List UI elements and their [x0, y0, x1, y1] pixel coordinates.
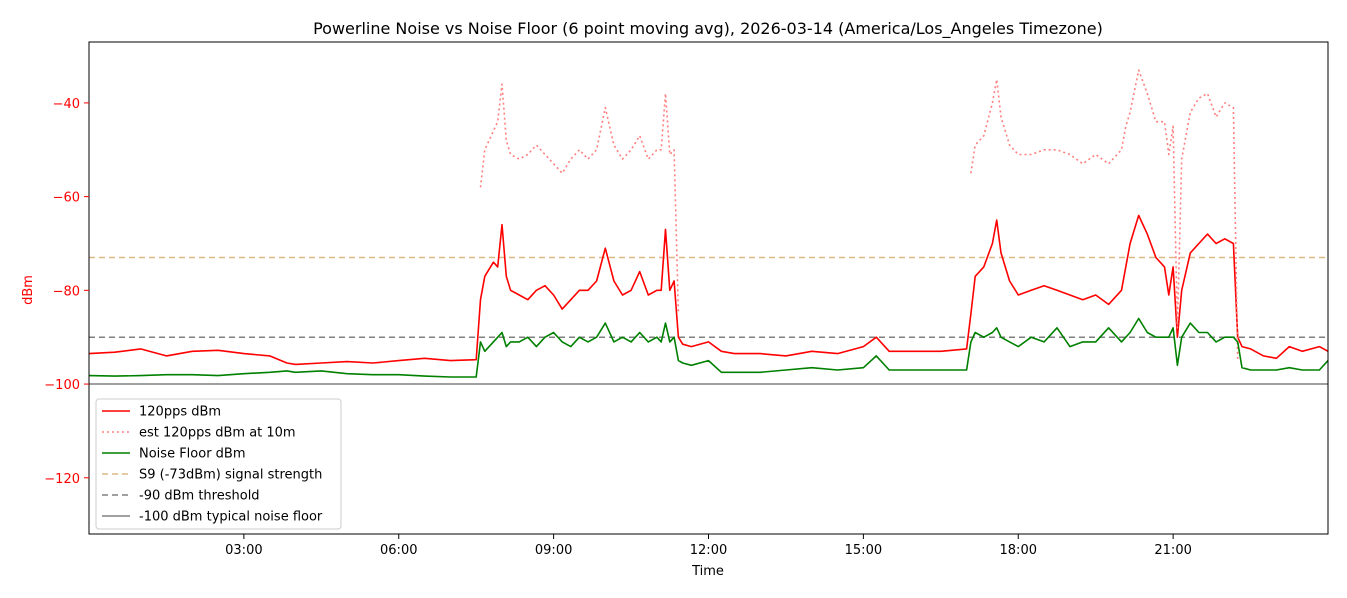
y-tick-label: −80: [53, 284, 80, 299]
plot-area: [89, 69, 1328, 385]
x-axis: 03:00 06:00 09:00 12:00 15:00 18:00 21:00: [225, 534, 1192, 558]
x-tick-label: 03:00: [225, 543, 262, 558]
x-tick-label: 21:00: [1154, 543, 1191, 558]
legend-label-90-dbm-threshold: -90 dBm threshold: [139, 489, 260, 504]
legend: 120pps dBm est 120pps dBm at 10m Noise Flo…: [95, 398, 342, 530]
y-tick-label: −100: [44, 378, 80, 393]
series-line-est-120pps-dbm-at-10m: [479, 69, 1239, 361]
legend-label-120pps-dbm: 120pps dBm: [139, 405, 221, 420]
y-axis: −120 −100 −80 −60 −40: [44, 97, 89, 487]
x-tick-label: 12:00: [690, 543, 727, 558]
legend-label-s9-73dbm-signal-strength: S9 (-73dBm) signal strength: [139, 468, 322, 483]
y-tick-label: −40: [53, 97, 80, 112]
x-tick-label: 09:00: [535, 543, 572, 558]
series-line-120pps-dbm: [89, 214, 1328, 366]
x-axis-label: Time: [691, 564, 724, 579]
legend-label-100-dbm-typical-noise-floor: -100 dBm typical noise floor: [139, 510, 323, 525]
x-tick-label: 18:00: [1000, 543, 1037, 558]
legend-box: [95, 398, 342, 530]
y-tick-label: −60: [53, 191, 80, 206]
y-tick-label: −120: [44, 472, 80, 487]
legend-label-noise-floor-dbm: Noise Floor dBm: [139, 447, 246, 462]
chart-title: Powerline Noise vs Noise Floor (6 point …: [313, 19, 1103, 39]
series-line-noise-floor-dbm: [89, 317, 1328, 378]
y-axis-label: dBm: [21, 275, 36, 305]
x-tick-label: 06:00: [380, 543, 417, 558]
x-tick-label: 15:00: [845, 543, 882, 558]
legend-label-est-120pps-dbm-at-10m: est 120pps dBm at 10m: [139, 426, 296, 441]
